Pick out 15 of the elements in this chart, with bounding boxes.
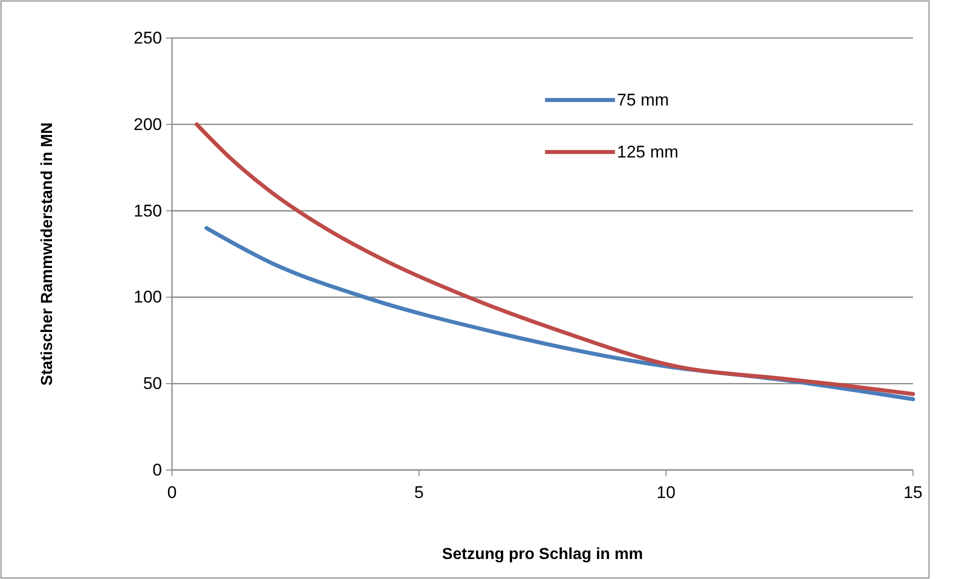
x-tick-label: 5 xyxy=(414,483,424,502)
y-tick-label: 150 xyxy=(134,201,162,220)
y-tick-label: 0 xyxy=(152,460,162,480)
y-tick-label: 200 xyxy=(134,114,162,134)
x-tick-label: 10 xyxy=(656,483,676,502)
legend-label: 75 mm xyxy=(617,90,669,110)
y-tick-label: 100 xyxy=(134,288,162,307)
y-tick-label: 50 xyxy=(143,374,162,394)
x-tick-label: 15 xyxy=(904,483,922,502)
line-series xyxy=(194,122,915,396)
legend-label: 125 mm xyxy=(617,142,678,162)
y-tick-label: 250 xyxy=(134,28,162,48)
x-axis-title: Setzung pro Schlag in mm xyxy=(442,546,643,563)
x-tick-label: 0 xyxy=(167,483,177,502)
y-axis-title: Statischer Rammwiderstand in MN xyxy=(39,122,56,386)
